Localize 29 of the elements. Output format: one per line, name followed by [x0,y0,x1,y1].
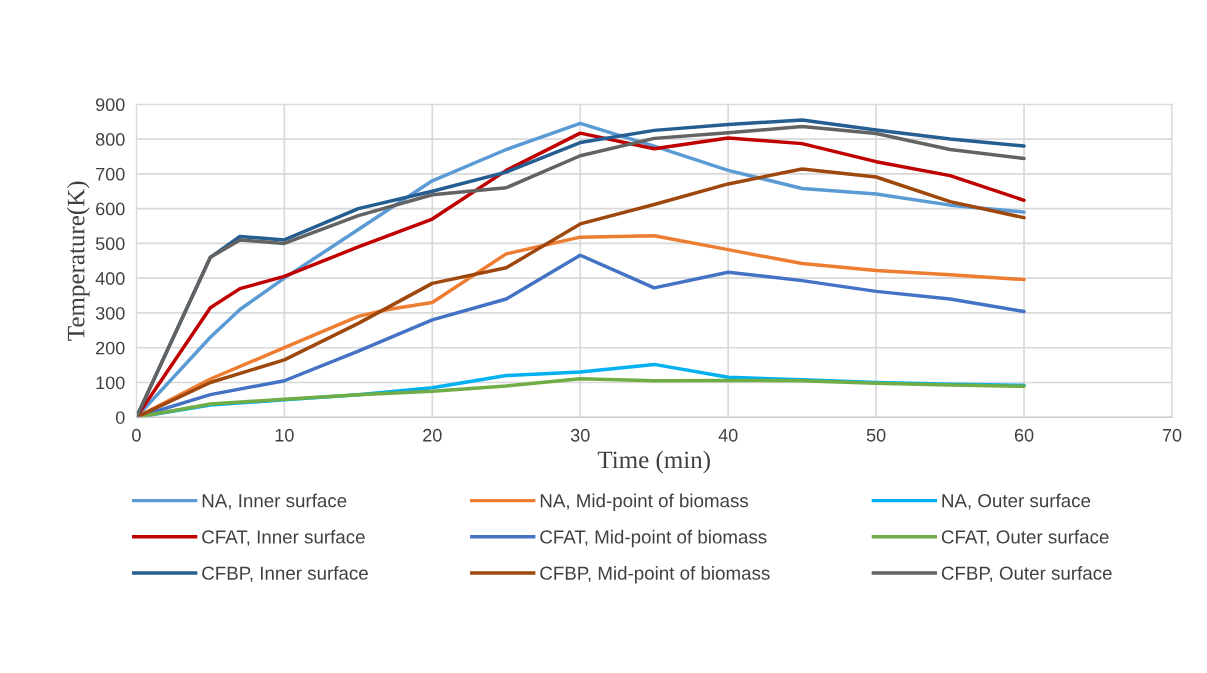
y-tick-label: 500 [95,237,125,251]
y-tick-label: 600 [96,202,125,216]
x-tick-label: 10 [275,428,294,442]
y-tick-label: 700 [96,167,125,181]
x-tick-label: 70 [1162,428,1182,442]
legend-label: NA, Outer surface [942,493,1091,510]
y-tick-label: 800 [95,133,125,146]
y-tick-label: 900 [96,98,125,112]
x-tick-label: 50 [866,428,886,442]
x-tick-label: 0 [132,428,141,442]
legend-label: CFAT, Mid-point of biomass [540,529,767,548]
legend-label: NA, Inner surface [202,493,347,510]
x-tick-label: 60 [1014,428,1034,442]
legend-label: CFBP, Mid-point of biomass [540,566,770,584]
y-tick-label: 400 [95,272,125,285]
y-tick-label: 300 [95,306,125,320]
legend-label: CFAT, Inner surface [202,529,365,546]
x-tick-label: 20 [423,428,442,442]
legend-label: NA, Mid-point of biomass [540,493,749,512]
y-tick-label: 0 [115,411,125,424]
x-tick-label: 40 [718,428,738,442]
legend-label: CFBP, Outer surface [941,566,1112,583]
legend-label: CFBP, Inner surface [202,566,368,583]
x-axis-title: Time (min) [597,450,710,474]
y-axis-title: Temperature(K) [66,181,90,341]
y-tick-label: 100 [96,376,125,390]
y-tick-label: 200 [96,341,125,355]
x-tick-label: 30 [570,428,590,442]
legend-label: CFAT, Outer surface [941,529,1109,546]
